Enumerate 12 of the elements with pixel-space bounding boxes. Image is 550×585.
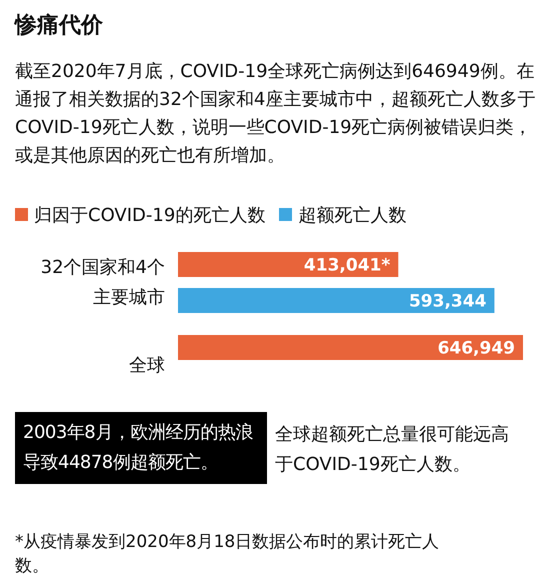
category: 32个国家和4个主要城市 — [40, 256, 165, 310]
title: 惨痛代价 — [15, 12, 103, 40]
category: 全球 — [128, 354, 165, 378]
data-label: 413,041* — [304, 256, 390, 276]
legend-label: 超额死亡人数 — [298, 205, 406, 226]
annotation: 全球超额死亡总量很可能远高于COVID-19死亡人数。 — [275, 423, 510, 477]
annotation: 2003年8月，欧洲经历的热浪导致44878例超额死亡。 — [15, 412, 267, 484]
data-label: 646,949 — [438, 338, 515, 358]
subtitle: 截至2020年7月底，COVID-19全球死亡病例达到646949例。在通报了相关数据的32个国家和4座主要城市中，超额死亡人数多于COVID-19死亡人数，说明一些COVID-19死亡病例被错误归类，或是其他原因的死亡也有所增加。 — [15, 60, 536, 168]
data-label: 593,344 — [408, 292, 487, 312]
legend-label: 归因于COVID-19的死亡人数 — [34, 205, 266, 226]
annotation: *从疫情暴发到2020年8月18日数据公布时的累计死亡人数。 — [15, 531, 440, 578]
